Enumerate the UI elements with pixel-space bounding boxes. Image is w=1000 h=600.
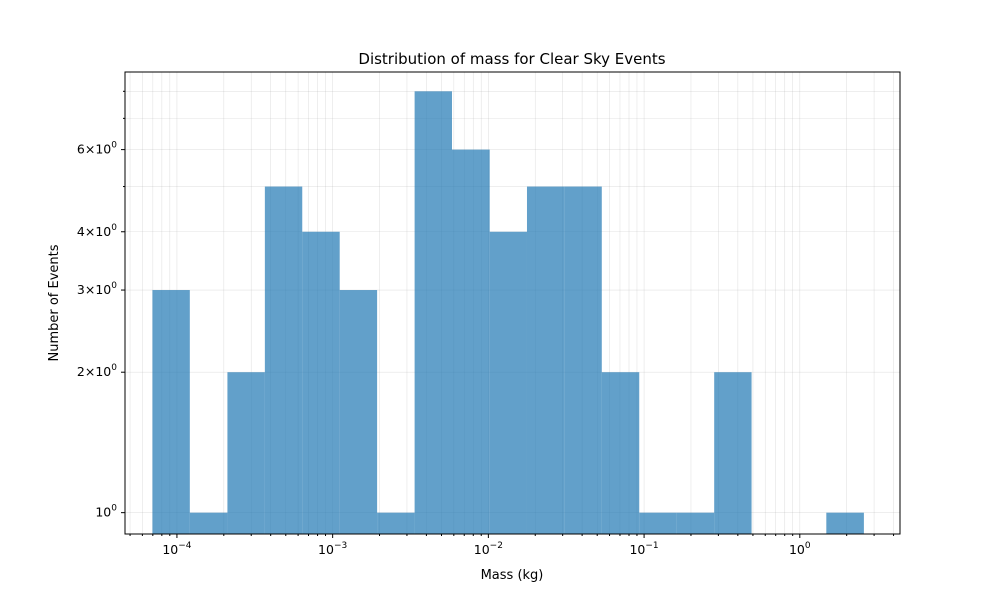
histogram-bar [676,512,715,534]
histogram-bar [339,290,378,534]
y-tick-label: 3×100 [77,281,117,297]
x-tick-label: 10−3 [318,541,347,557]
histogram-bar [377,512,415,534]
x-tick-label: 10−4 [162,541,191,557]
x-tick-label: 10−2 [474,541,503,557]
histogram-bars [152,91,864,535]
histogram-bar [601,372,640,534]
y-tick-label: 2×100 [77,363,117,379]
histogram-bar [189,512,228,534]
histogram-bar [264,186,303,534]
chart-title: Distribution of mass for Clear Sky Event… [358,50,665,68]
histogram-bar [826,512,864,534]
histogram-bar [227,372,265,534]
plot-frame [124,71,901,535]
histogram-bar [639,512,677,534]
axis-ticks: 10−4 10−3 10−2 10−1 100 100 2×100 3×100 4×100 6×1… [77,90,895,557]
histogram-bar [714,372,752,534]
histogram-bar [451,149,490,534]
y-tick-label: 100 [95,504,117,520]
histogram-bar [489,231,527,535]
y-tick-label: 4×100 [77,223,117,239]
histogram-bar [152,290,190,534]
x-tick-label: 10−1 [629,541,658,557]
histogram-bar [414,91,452,535]
y-axis-label: Number of Events [47,244,62,361]
x-tick-label: 100 [789,541,811,557]
x-axis-label: Mass (kg) [481,568,544,583]
y-tick-label: 6×100 [77,141,117,157]
histogram-bar [302,231,340,535]
histogram-bar [526,186,565,534]
histogram-bar [564,186,602,534]
